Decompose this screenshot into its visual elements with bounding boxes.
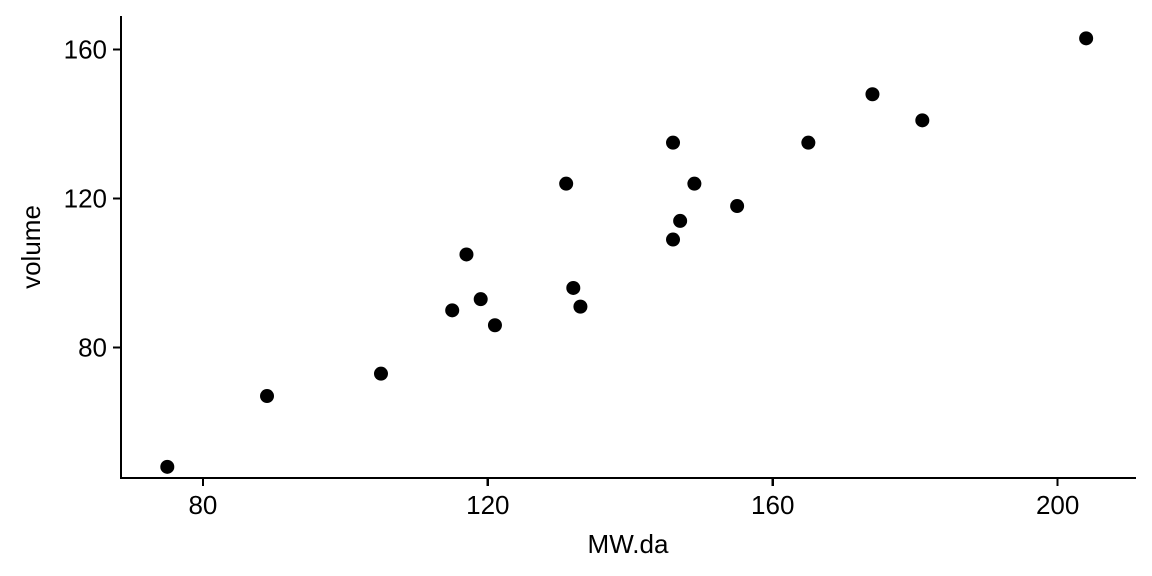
data-point	[666, 232, 681, 247]
data-point	[801, 135, 816, 150]
x-tick-label: 80	[188, 490, 217, 520]
data-point	[915, 113, 930, 128]
data-point	[573, 299, 588, 314]
x-tick-label: 120	[466, 490, 509, 520]
data-point	[865, 87, 880, 102]
y-axis-ticks: 80 120 160	[64, 35, 121, 363]
data-point	[687, 176, 702, 191]
data-point	[730, 199, 745, 214]
y-axis-title: volume	[16, 205, 46, 289]
data-point	[445, 303, 460, 318]
data-point	[473, 292, 488, 307]
y-tick-label: 120	[64, 184, 107, 214]
y-tick-label: 80	[78, 333, 107, 363]
x-axis-title: MW.da	[588, 529, 669, 559]
data-point	[666, 135, 681, 150]
data-point	[566, 280, 581, 295]
data-point	[673, 213, 688, 228]
x-axis-ticks: 80 120 160 200	[188, 478, 1079, 520]
data-point	[160, 459, 175, 474]
y-tick-label: 160	[64, 35, 107, 65]
data-point	[260, 389, 275, 404]
data-point	[459, 247, 474, 262]
data-point	[487, 318, 502, 333]
data-points	[160, 31, 1094, 474]
x-tick-label: 200	[1036, 490, 1079, 520]
x-tick-label: 160	[751, 490, 794, 520]
data-point	[559, 176, 574, 191]
data-point	[1079, 31, 1094, 46]
data-point	[373, 366, 388, 381]
